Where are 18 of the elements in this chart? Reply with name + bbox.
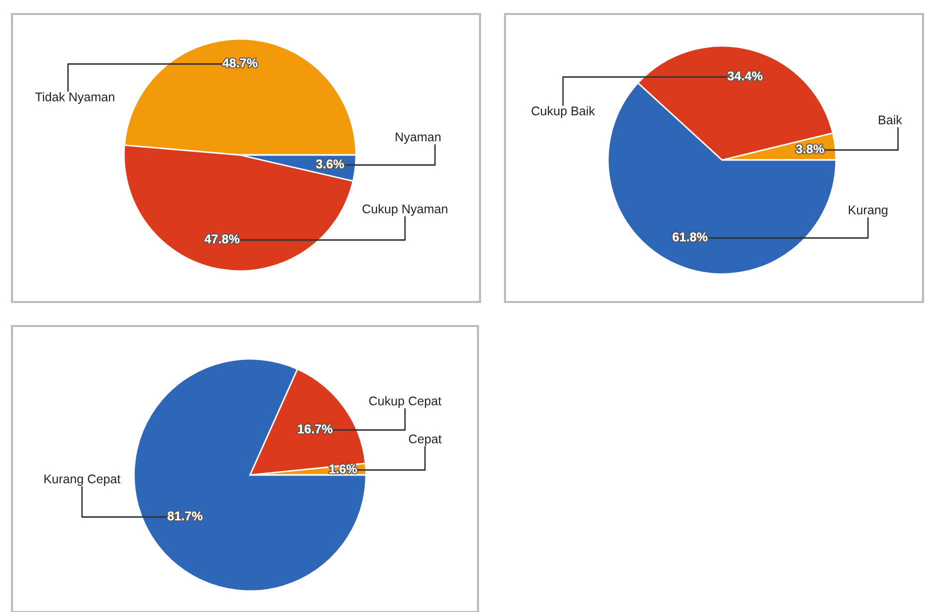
slice-label: Kurang bbox=[848, 206, 888, 217]
slice-label: Kurang Cepat bbox=[44, 474, 120, 486]
slice-label: Cukup Cepat bbox=[369, 396, 442, 408]
slice-label: Cepat bbox=[408, 434, 442, 446]
data-label: 16.7% bbox=[298, 424, 332, 434]
data-label: 3.8% bbox=[796, 144, 824, 154]
data-label: 3.6% bbox=[316, 160, 344, 168]
slice-label: Nyaman bbox=[396, 132, 440, 144]
data-label: 61.8% bbox=[672, 232, 708, 242]
data-label: 47.8% bbox=[204, 234, 240, 244]
data-label: 34.4% bbox=[728, 72, 762, 80]
slice-label: Cukup Baik bbox=[532, 106, 595, 118]
data-label: 48.7% bbox=[222, 58, 258, 68]
pie-slice bbox=[133, 358, 367, 592]
slice-label: Tidak Nyaman bbox=[35, 92, 114, 104]
slice-label: Baik bbox=[878, 115, 902, 124]
slice-label: Cukup Nyaman bbox=[362, 204, 448, 216]
data-label: 81.7% bbox=[168, 512, 202, 520]
